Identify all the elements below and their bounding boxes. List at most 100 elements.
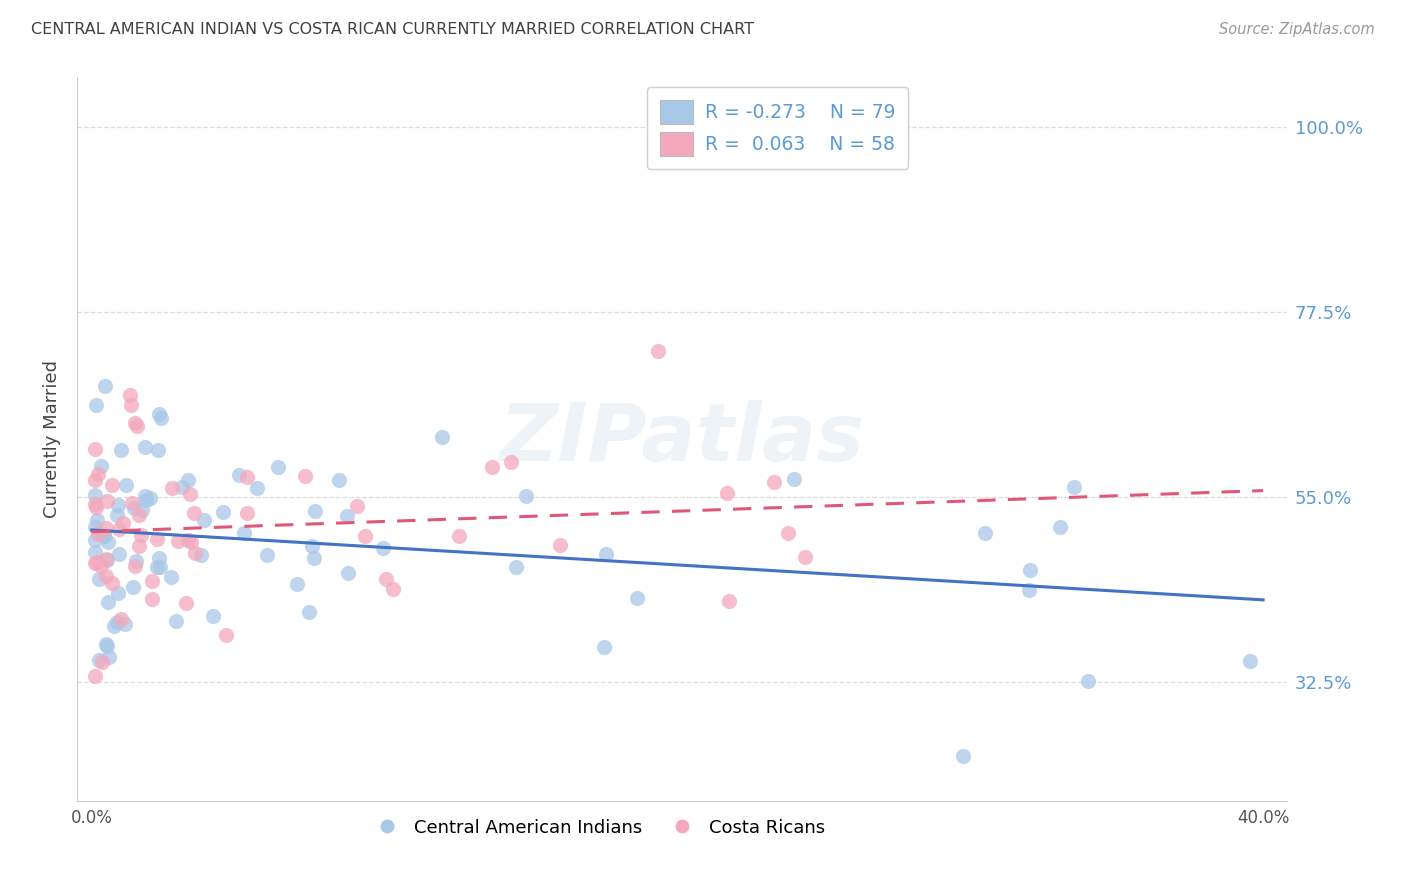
Point [149, 560, 172, 574]
Point [87, 572, 110, 586]
Point [94, 520, 117, 534]
Point [304, 504, 326, 518]
Point [515, 489, 537, 503]
Point [83, 557, 105, 571]
Point [94, 379, 117, 393]
Point [124, 416, 146, 430]
Point [246, 481, 269, 495]
Point [146, 533, 169, 547]
Point [647, 344, 669, 359]
Point [90, 559, 112, 574]
Point [298, 606, 321, 620]
Point [256, 548, 278, 562]
Point [228, 468, 250, 483]
Point [211, 505, 233, 519]
Point [336, 509, 359, 524]
Point [120, 398, 142, 412]
Point [107, 586, 129, 600]
Point [1018, 563, 1040, 577]
Point [86, 467, 108, 482]
Point [115, 478, 138, 492]
Point [177, 473, 200, 487]
Point [103, 619, 125, 633]
Point [98, 650, 121, 665]
Point [86, 526, 108, 541]
Point [96, 640, 118, 654]
Point [121, 496, 143, 510]
Point [430, 429, 453, 443]
Point [122, 580, 145, 594]
Point [135, 493, 157, 508]
Point [108, 522, 131, 536]
Point [89, 653, 111, 667]
Point [107, 499, 129, 513]
Point [232, 526, 254, 541]
Point [165, 614, 187, 628]
Point [131, 503, 153, 517]
Point [183, 506, 205, 520]
Point [501, 455, 523, 469]
Point [180, 534, 202, 549]
Point [371, 541, 394, 555]
Point [84, 488, 107, 502]
Point [91, 655, 114, 669]
Point [179, 487, 201, 501]
Point [201, 609, 224, 624]
Point [1077, 673, 1099, 688]
Point [128, 508, 150, 522]
Point [481, 459, 503, 474]
Point [328, 473, 350, 487]
Point [94, 568, 117, 582]
Point [84, 533, 107, 547]
Point [86, 500, 108, 514]
Point [125, 554, 148, 568]
Point [101, 576, 124, 591]
Legend: Central American Indians, Costa Ricans: Central American Indians, Costa Ricans [361, 812, 832, 844]
Point [129, 528, 152, 542]
Point [93, 529, 115, 543]
Point [110, 443, 132, 458]
Point [267, 459, 290, 474]
Point [193, 513, 215, 527]
Point [146, 560, 169, 574]
Point [83, 545, 105, 559]
Point [83, 669, 105, 683]
Point [110, 612, 132, 626]
Point [141, 574, 163, 588]
Point [716, 486, 738, 500]
Point [160, 482, 183, 496]
Point [595, 547, 617, 561]
Point [1063, 480, 1085, 494]
Point [83, 497, 105, 511]
Point [337, 566, 360, 580]
Text: ZIPatlas: ZIPatlas [499, 401, 865, 478]
Point [118, 388, 141, 402]
Point [548, 538, 571, 552]
Point [96, 552, 118, 566]
Point [96, 553, 118, 567]
Text: CENTRAL AMERICAN INDIAN VS COSTA RICAN CURRENTLY MARRIED CORRELATION CHART: CENTRAL AMERICAN INDIAN VS COSTA RICAN C… [31, 22, 754, 37]
Point [717, 593, 740, 607]
Point [174, 596, 197, 610]
Point [794, 550, 817, 565]
Point [83, 520, 105, 534]
Point [166, 533, 188, 548]
Point [302, 551, 325, 566]
Point [96, 494, 118, 508]
Point [177, 533, 200, 547]
Point [148, 550, 170, 565]
Point [105, 508, 128, 523]
Point [93, 529, 115, 543]
Point [505, 560, 527, 574]
Point [235, 507, 257, 521]
Point [381, 582, 404, 596]
Point [763, 475, 786, 489]
Point [105, 615, 128, 629]
Point [592, 640, 614, 654]
Point [1049, 519, 1071, 533]
Point [626, 591, 648, 605]
Point [150, 411, 173, 425]
Text: Source: ZipAtlas.com: Source: ZipAtlas.com [1219, 22, 1375, 37]
Point [1239, 654, 1261, 668]
Point [375, 572, 398, 586]
